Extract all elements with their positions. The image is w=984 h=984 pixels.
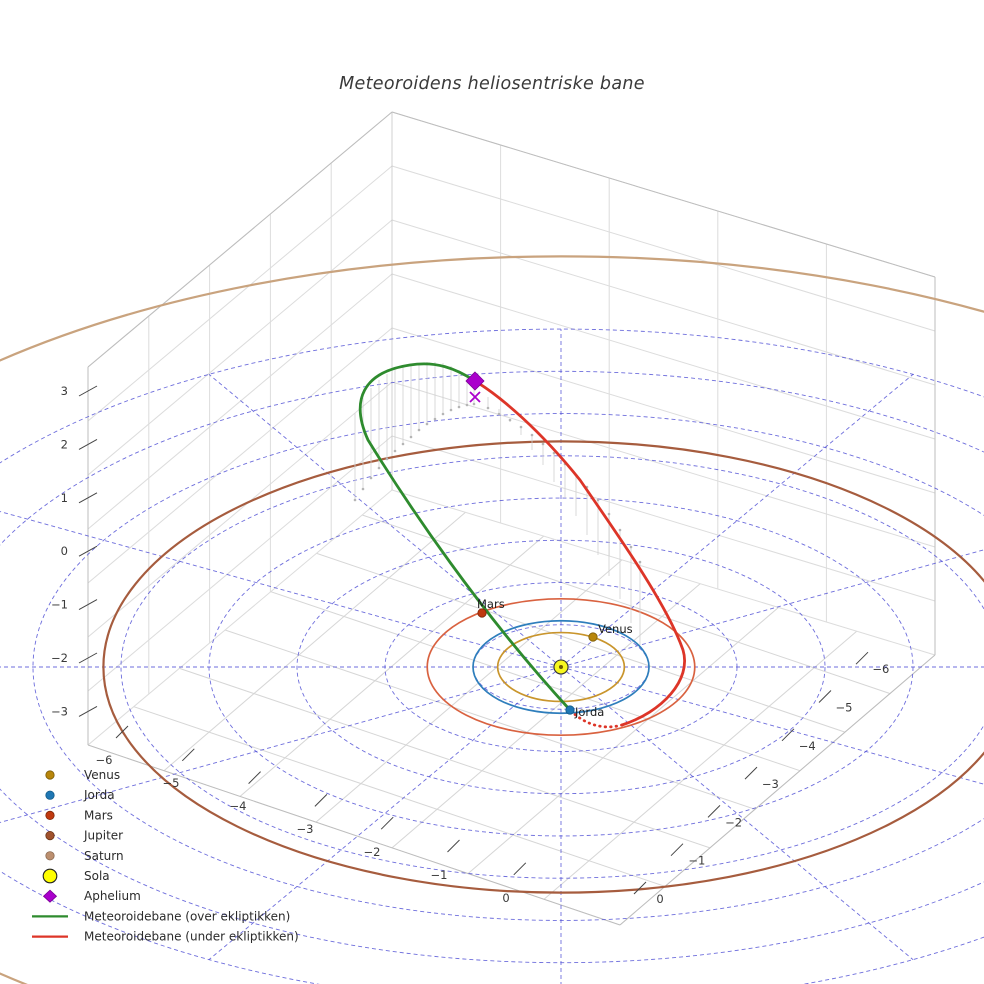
orbit-jorda xyxy=(472,619,650,715)
legend-marker-jupiter xyxy=(45,830,55,841)
y-tick-label: −4 xyxy=(799,739,816,753)
aphelium-diamond-icon xyxy=(465,371,485,391)
legend-label: Mars xyxy=(84,808,113,822)
legend-label: Meteoroidebane (over ekliptikken) xyxy=(84,909,290,923)
aphelium-marker xyxy=(465,371,485,403)
plot-title: Meteoroidens heliosentriske bane xyxy=(339,74,645,94)
z-tick-label: −3 xyxy=(51,704,68,718)
legend-marker-jorda xyxy=(45,790,55,800)
sun-marker xyxy=(553,659,569,675)
legend-label: Aphelium xyxy=(84,889,141,903)
z-tick-label: −2 xyxy=(51,651,68,665)
planet-dot-jorda xyxy=(565,705,575,715)
planet-markers: Mars Venus Jorda xyxy=(477,597,633,719)
meteoroid-over-ekliptikken xyxy=(358,362,572,712)
legend-label: Jupiter xyxy=(83,829,123,843)
planet-orbits xyxy=(0,255,984,984)
legend-marker-saturn xyxy=(45,851,55,861)
y-tick-label: −1 xyxy=(688,854,705,868)
planet-dot-mars xyxy=(477,608,487,618)
meteoroid-under-ekliptikken xyxy=(473,379,686,727)
z-tick-label: 0 xyxy=(61,544,68,558)
legend-marker-aphelium xyxy=(42,889,58,903)
legend-marker-venus xyxy=(45,770,55,780)
planet-dot-venus xyxy=(588,632,598,642)
x-tick-label: −3 xyxy=(297,822,314,836)
planet-label-venus: Venus xyxy=(598,622,633,636)
meteoroid-under-dotted xyxy=(568,708,624,729)
orbit-jupiter xyxy=(102,440,984,894)
orbit-saturn xyxy=(0,255,984,984)
x-tick-label: 0 xyxy=(502,891,509,905)
x-tick-label: −1 xyxy=(431,868,448,882)
planet-label-mars: Mars xyxy=(477,597,505,611)
box-edges xyxy=(87,111,936,926)
legend-label: Venus xyxy=(84,768,120,782)
legend-label: Jorda xyxy=(83,788,115,802)
z-tick-label: 3 xyxy=(61,384,68,398)
x-tick-label: −2 xyxy=(364,845,381,859)
planet-label-jorda: Jorda xyxy=(574,705,604,719)
y-tick-label: −6 xyxy=(872,662,889,676)
orbit-mars xyxy=(426,597,696,737)
ecliptic-polar-grid xyxy=(0,328,984,984)
z-tick-label: −1 xyxy=(51,598,68,612)
axis-ticks: 3 2 1 0 −1 −2 −3 −6 −5 −4 −3 −2 −1 0 0 −1 −2 −3 −4 −5 −6 xyxy=(51,384,889,906)
z-tick-label: 1 xyxy=(61,491,68,505)
floor-grid xyxy=(88,490,935,925)
wall-grid xyxy=(87,111,936,746)
z-tick-label: 2 xyxy=(61,437,68,451)
x-tick-label: −6 xyxy=(96,753,113,767)
meteoroid-orbit xyxy=(358,362,686,729)
legend-marker-sola xyxy=(42,868,58,884)
y-tick-label: −5 xyxy=(836,701,853,715)
y-tick-label: −3 xyxy=(762,777,779,791)
legend-marker-mars xyxy=(45,810,55,821)
legend-label: Meteoroidebane (under ekliptikken) xyxy=(84,930,299,944)
y-tick-label: −2 xyxy=(725,815,742,829)
x-tick-label: −5 xyxy=(163,776,180,790)
legend-label: Sola xyxy=(84,869,110,883)
y-tick-label: 0 xyxy=(656,892,663,906)
legend-label: Saturn xyxy=(84,849,124,863)
legend: Venus Jorda Mars Jupiter Saturn Sola Aphelium M… xyxy=(32,768,299,944)
x-tick-label: −4 xyxy=(230,799,247,813)
aphelium-x-icon xyxy=(469,391,481,403)
